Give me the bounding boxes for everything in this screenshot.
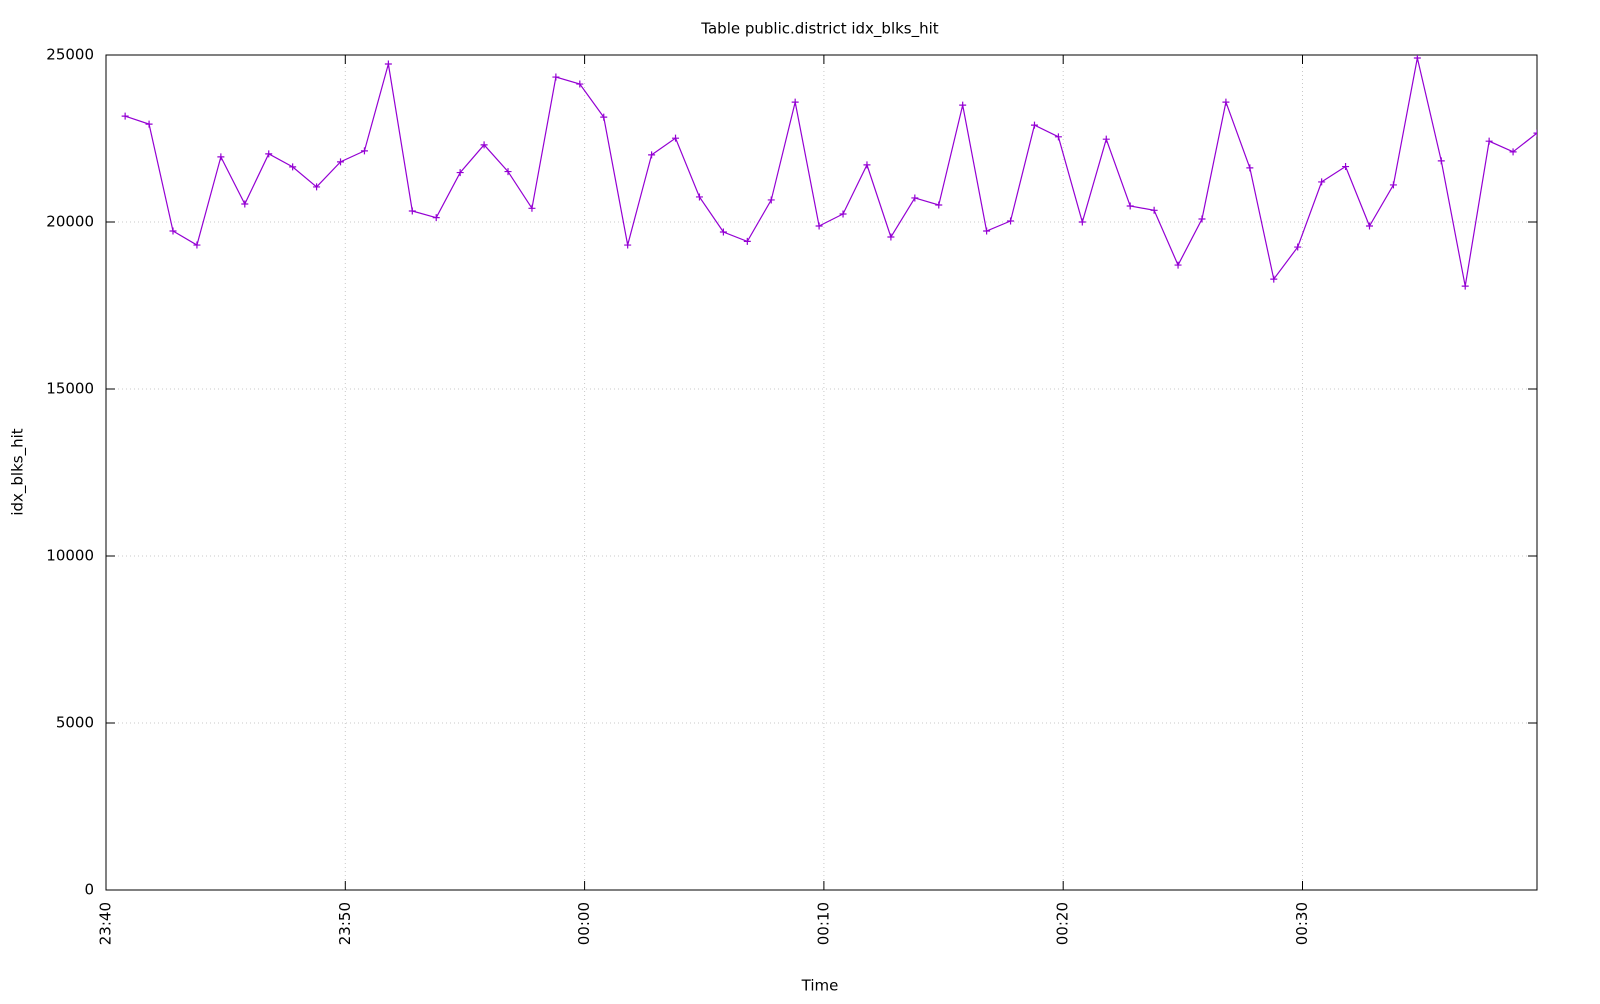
data-point (1222, 98, 1230, 106)
data-point (313, 183, 321, 191)
y-axis-label: idx_blks_hit (9, 428, 28, 515)
data-point (1078, 218, 1086, 226)
data-point (1389, 181, 1397, 189)
data-point (1533, 129, 1537, 137)
data-point (432, 214, 440, 222)
data-point (911, 194, 919, 202)
data-point (552, 73, 560, 81)
data-point (1246, 164, 1254, 172)
data-point (528, 204, 536, 212)
data-point (360, 147, 368, 155)
data-point (839, 210, 847, 218)
data-point (624, 241, 632, 249)
data-point (1294, 243, 1302, 251)
data-point (169, 227, 177, 235)
data-point (241, 200, 249, 208)
data-point (959, 101, 967, 109)
x-tick-label: 00:30 (1293, 902, 1311, 945)
data-point (121, 112, 129, 120)
data-point (1485, 137, 1493, 145)
data-point (863, 161, 871, 169)
data-line (124, 57, 1537, 287)
data-point (337, 158, 345, 166)
y-tick-label: 20000 (46, 213, 94, 231)
plot-frame (105, 54, 1538, 891)
data-point (265, 150, 273, 158)
data-point (1126, 202, 1134, 210)
data-point (145, 120, 153, 128)
data-point (600, 113, 608, 121)
chart-title: Table public.district idx_blks_hit (700, 20, 939, 39)
data-point (408, 207, 416, 215)
data-point (791, 98, 799, 106)
data-point (648, 151, 656, 159)
data-point (1461, 282, 1469, 290)
data-point (1342, 163, 1350, 171)
x-tick-label: 23:50 (336, 902, 354, 945)
data-point (1437, 157, 1445, 165)
x-tick-label: 00:00 (575, 902, 593, 945)
data-point (1318, 178, 1326, 186)
data-point (576, 80, 584, 88)
data-point (1030, 121, 1038, 129)
data-point (1413, 55, 1421, 62)
y-tick-label: 25000 (46, 46, 94, 64)
x-tick-label: 00:10 (814, 902, 832, 945)
data-point (1174, 261, 1182, 269)
data-point (1102, 135, 1110, 143)
data-point (695, 193, 703, 201)
data-point (456, 169, 464, 177)
data-point (1054, 133, 1062, 141)
data-point (983, 227, 991, 235)
x-tick-label: 00:20 (1054, 902, 1072, 945)
data-point (935, 201, 943, 209)
data-point (743, 237, 751, 245)
data-point (887, 233, 895, 241)
y-tick-label: 15000 (46, 380, 94, 398)
data-point (504, 168, 512, 176)
data-point (767, 196, 775, 204)
data-point (1509, 148, 1517, 156)
data-point (1198, 215, 1206, 223)
data-point (217, 153, 225, 161)
x-axis-label: Time (801, 977, 839, 995)
data-point (1150, 206, 1158, 214)
y-tick-label: 0 (84, 881, 94, 899)
data-point (480, 141, 488, 149)
y-tick-label: 5000 (56, 714, 94, 732)
x-tick-label: 23:40 (97, 902, 115, 945)
data-point (719, 228, 727, 236)
data-point (1365, 222, 1373, 230)
data-point (193, 241, 201, 249)
data-point (815, 222, 823, 230)
data-point (1007, 217, 1015, 225)
data-point (672, 134, 680, 142)
data-point (1270, 275, 1278, 283)
y-tick-label: 10000 (46, 547, 94, 565)
data-point (289, 163, 297, 171)
data-point (384, 60, 392, 68)
